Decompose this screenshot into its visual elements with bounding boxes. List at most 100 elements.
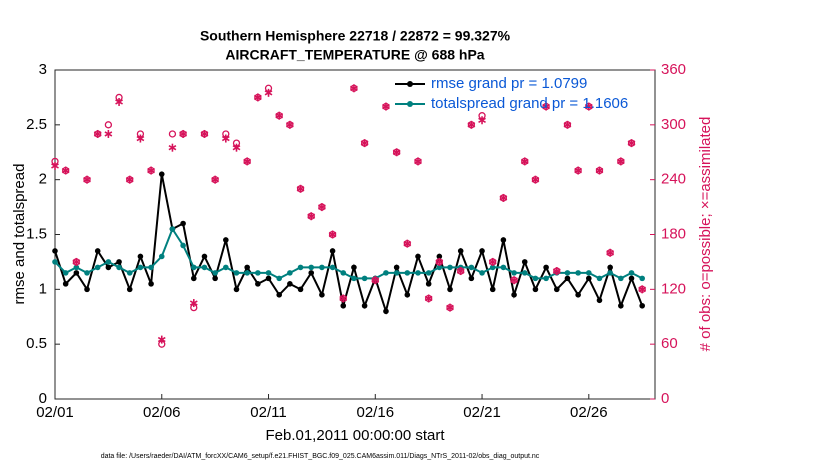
- obs-assimilated: [606, 248, 615, 257]
- point: [351, 264, 357, 271]
- asterisk-stroke: [414, 158, 422, 165]
- point: [212, 270, 218, 276]
- point: [265, 275, 272, 282]
- asterisk-stroke: [563, 122, 572, 128]
- y2-tick-label: 180: [661, 225, 686, 242]
- point: [297, 286, 304, 293]
- asterisk-stroke: [147, 167, 155, 174]
- point: [586, 270, 592, 276]
- point: [521, 259, 528, 265]
- obs-assimilated: [115, 97, 123, 106]
- point: [628, 270, 635, 276]
- obs-assimilated: [616, 157, 625, 166]
- point: [383, 270, 389, 276]
- asterisk-stroke: [584, 103, 593, 110]
- y-tick-label: 3: [39, 61, 47, 78]
- point: [180, 242, 186, 249]
- point: [255, 281, 261, 287]
- point: [511, 270, 517, 276]
- asterisk-stroke: [499, 195, 508, 201]
- point: [158, 171, 165, 177]
- obs-assimilated: [499, 193, 508, 202]
- point: [94, 248, 101, 254]
- legend-marker: [407, 81, 413, 87]
- asterisk-stroke: [510, 277, 518, 283]
- point: [223, 237, 229, 243]
- asterisk-stroke: [552, 268, 561, 274]
- point: [436, 253, 443, 260]
- point: [105, 259, 112, 265]
- asterisk-stroke: [478, 117, 486, 123]
- asterisk-stroke: [221, 135, 230, 142]
- point: [447, 286, 453, 293]
- point: [126, 270, 133, 276]
- point: [383, 308, 389, 315]
- asterisk-stroke: [606, 250, 615, 256]
- chart-title: Southern Hemisphere 22718 / 22872 = 99.3…: [200, 28, 511, 44]
- point: [511, 292, 517, 298]
- point: [393, 264, 400, 271]
- point: [575, 292, 581, 298]
- point: [415, 253, 421, 260]
- point: [639, 275, 645, 282]
- x-tick-label: 02/01: [36, 404, 74, 421]
- asterisk-stroke: [616, 158, 625, 165]
- point: [212, 275, 218, 282]
- point: [340, 302, 347, 309]
- point: [148, 281, 154, 287]
- obs-assimilated: [542, 102, 551, 111]
- asterisk-stroke: [72, 259, 81, 265]
- y-tick-label: 1.5: [26, 225, 47, 242]
- asterisk-stroke: [104, 131, 113, 137]
- point: [169, 226, 176, 232]
- y2-tick-label: 0: [661, 390, 669, 407]
- point: [52, 248, 58, 254]
- point: [436, 264, 443, 271]
- asterisk-stroke: [318, 204, 326, 210]
- obs-assimilated: [392, 148, 401, 157]
- asterisk-stroke: [200, 131, 209, 137]
- point: [276, 292, 282, 298]
- obs-assimilated: [510, 276, 518, 285]
- asterisk-stroke: [328, 231, 337, 238]
- asterisk-stroke: [189, 300, 198, 306]
- point: [233, 286, 240, 293]
- obs-assimilated: [232, 143, 241, 152]
- asterisk-stroke: [392, 149, 401, 155]
- point: [468, 275, 475, 282]
- point: [319, 292, 325, 298]
- asterisk-stroke: [296, 186, 305, 192]
- obs-assimilated: [403, 239, 412, 248]
- asterisk-stroke: [456, 268, 465, 274]
- obs-assimilated: [285, 120, 294, 129]
- point: [521, 270, 528, 276]
- asterisk-stroke: [285, 122, 294, 128]
- point: [52, 259, 58, 265]
- obs-assimilated: [424, 294, 433, 303]
- point: [255, 270, 261, 276]
- y-tick-label: 0: [39, 390, 47, 407]
- y2-tick-label: 240: [661, 171, 686, 188]
- asterisk-stroke: [488, 259, 497, 265]
- obs-assimilated: [136, 134, 145, 143]
- obs-possible: [168, 130, 177, 138]
- asterisk-stroke: [403, 240, 412, 247]
- point: [607, 270, 613, 276]
- point: [137, 253, 144, 260]
- point: [639, 302, 645, 309]
- obs-assimilated: [339, 294, 348, 303]
- asterisk-stroke: [307, 213, 316, 219]
- obs-assimilated: [253, 93, 262, 102]
- y-tick-label: 2.5: [26, 116, 47, 133]
- point: [564, 275, 571, 282]
- point: [457, 248, 464, 254]
- x-tick-label: 02/26: [570, 404, 608, 421]
- point: [415, 270, 421, 276]
- obs-assimilated: [221, 134, 230, 143]
- point: [532, 286, 539, 293]
- obs-assimilated: [168, 143, 177, 152]
- point: [500, 264, 507, 271]
- obs-assimilated: [307, 212, 316, 221]
- point: [244, 270, 250, 276]
- y-tick-label: 1: [39, 280, 47, 297]
